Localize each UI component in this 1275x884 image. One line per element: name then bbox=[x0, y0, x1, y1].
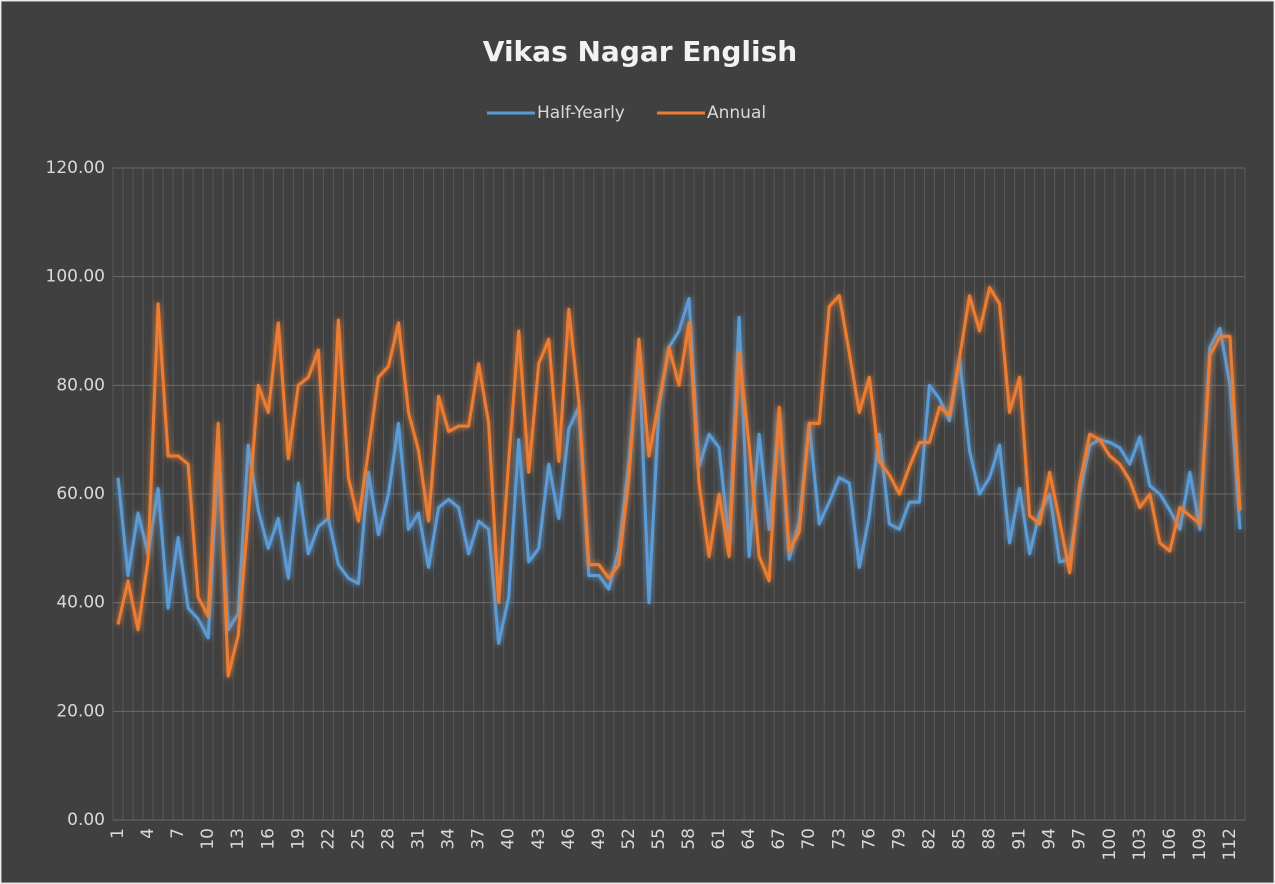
x-tick-label: 58 bbox=[679, 828, 699, 850]
x-tick-label: 46 bbox=[559, 828, 579, 850]
x-tick-label: 91 bbox=[1010, 828, 1030, 850]
x-tick-label: 97 bbox=[1070, 828, 1090, 850]
x-tick-label: 85 bbox=[949, 828, 969, 850]
x-tick-label: 28 bbox=[378, 828, 398, 850]
x-tick-label: 64 bbox=[739, 828, 759, 850]
x-tick-label: 112 bbox=[1220, 828, 1240, 860]
x-tick-label: 22 bbox=[318, 828, 338, 850]
y-tick-label: 120.00 bbox=[46, 158, 105, 178]
x-tick-label: 1 bbox=[108, 828, 128, 839]
y-tick-label: 40.00 bbox=[56, 593, 105, 613]
x-tick-label: 4 bbox=[138, 828, 158, 839]
x-tick-label: 70 bbox=[799, 828, 819, 850]
x-tick-label: 76 bbox=[859, 828, 879, 850]
x-tick-label: 31 bbox=[409, 828, 429, 850]
x-tick-label: 55 bbox=[649, 828, 669, 850]
legend-label: Half-Yearly bbox=[537, 103, 625, 123]
x-tick-label: 19 bbox=[288, 828, 308, 850]
x-tick-label: 94 bbox=[1040, 828, 1060, 850]
x-tick-label: 13 bbox=[228, 828, 248, 850]
y-tick-label: 100.00 bbox=[46, 267, 105, 287]
x-tick-label: 49 bbox=[589, 828, 609, 850]
x-tick-label: 43 bbox=[529, 828, 549, 850]
x-tick-label: 61 bbox=[709, 828, 729, 850]
x-tick-label: 100 bbox=[1100, 828, 1120, 860]
x-tick-label: 40 bbox=[499, 828, 519, 850]
legend-label: Annual bbox=[707, 103, 766, 123]
x-tick-label: 10 bbox=[198, 828, 218, 850]
x-tick-label: 73 bbox=[829, 828, 849, 850]
legend: Half-Yearly Annual bbox=[487, 103, 766, 123]
x-tick-label: 67 bbox=[769, 828, 789, 850]
x-tick-label: 52 bbox=[619, 828, 639, 850]
x-tick-label: 7 bbox=[168, 828, 188, 839]
x-tick-label: 103 bbox=[1130, 828, 1150, 860]
series-line bbox=[116, 286, 1242, 678]
y-tick-label: 0.00 bbox=[67, 810, 105, 830]
x-tick-label: 34 bbox=[439, 828, 459, 850]
x-tick-label: 16 bbox=[258, 828, 278, 850]
x-tick-label: 25 bbox=[348, 828, 368, 850]
x-tick-label: 88 bbox=[980, 828, 1000, 850]
y-tick-label: 80.00 bbox=[56, 375, 105, 395]
y-tick-label: 60.00 bbox=[56, 484, 105, 504]
y-tick-label: 20.00 bbox=[56, 701, 105, 721]
chart-title: Vikas Nagar English bbox=[483, 35, 797, 68]
series-line bbox=[116, 296, 1242, 645]
x-tick-label: 79 bbox=[889, 828, 909, 850]
x-tick-label: 109 bbox=[1190, 828, 1210, 860]
x-tick-label: 106 bbox=[1160, 828, 1180, 860]
x-tick-label: 82 bbox=[919, 828, 939, 850]
x-tick-label: 37 bbox=[469, 828, 489, 850]
